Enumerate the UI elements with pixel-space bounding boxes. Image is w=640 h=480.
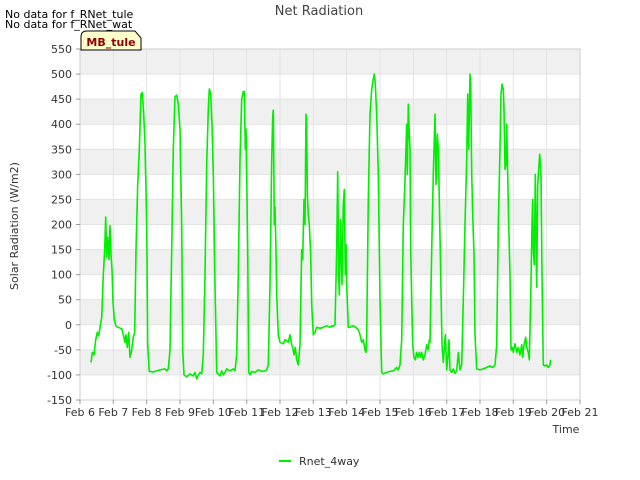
x-tick-label: Feb 14 [328, 406, 365, 419]
y-tick-label: 300 [51, 168, 72, 181]
series-layer [90, 73, 552, 380]
y-tick-label: 150 [51, 244, 72, 257]
y-tick-label: -100 [47, 369, 72, 382]
site-label: MB_tule [86, 36, 135, 49]
y-tick-label: 0 [65, 319, 72, 332]
band-300 [80, 149, 580, 175]
x-tick-label: Feb 17 [428, 406, 465, 419]
y-tick-label: 400 [51, 118, 72, 131]
no-data-note-wat: No data for f_RNet_wat [5, 18, 133, 31]
plot-background-bands [80, 49, 580, 375]
legend: Rnet_4way [279, 455, 360, 468]
band-100 [80, 249, 580, 275]
y-tick-label: 250 [51, 193, 72, 206]
y-axis-ticks: -150 -100 -50 0 50 100 150 200 250 300 350 400 450 50… [47, 43, 80, 407]
y-tick-label: 200 [51, 219, 72, 232]
y-tick-label: 500 [51, 68, 72, 81]
y-tick-label: 50 [58, 294, 72, 307]
x-tick-label: Feb 8 [132, 406, 162, 419]
y-tick-label: -50 [54, 344, 72, 357]
band-400 [80, 99, 580, 125]
band-0 [80, 299, 580, 325]
band-500 [80, 49, 580, 75]
x-axis-title: Time [552, 423, 580, 436]
y-tick-label: 550 [51, 43, 72, 56]
x-tick-label: Feb 11 [228, 406, 265, 419]
x-tick-label: Feb 15 [362, 406, 399, 419]
x-tick-label: Feb 9 [165, 406, 195, 419]
x-tick-label: Feb 13 [295, 406, 332, 419]
no-data-note-tule: No data for f_RNet_tule [5, 8, 134, 21]
band-200 [80, 199, 580, 225]
x-tick-label: Feb 16 [395, 406, 432, 419]
y-tick-label: 350 [51, 143, 72, 156]
x-tick-label: Feb 6 [65, 406, 95, 419]
x-tick-label: Feb 20 [528, 406, 565, 419]
legend-label-rnet-4way: Rnet_4way [299, 455, 360, 468]
y-tick-label: 100 [51, 269, 72, 282]
y-axis-title: Solar Radiation (W/m2) [8, 162, 21, 290]
x-tick-label: Feb 12 [262, 406, 299, 419]
y-tick-label: -150 [47, 394, 72, 407]
x-tick-label: Feb 7 [98, 406, 128, 419]
x-tick-label: Feb 21 [562, 406, 599, 419]
series-line-rnet-4way [90, 73, 552, 380]
x-tick-label: Feb 19 [495, 406, 532, 419]
x-tick-label: Feb 10 [195, 406, 232, 419]
site-label-box: MB_tule [80, 30, 142, 51]
chart-title: Net Radiation [275, 4, 363, 19]
y-tick-label: 450 [51, 93, 72, 106]
x-tick-label: Feb 18 [462, 406, 499, 419]
